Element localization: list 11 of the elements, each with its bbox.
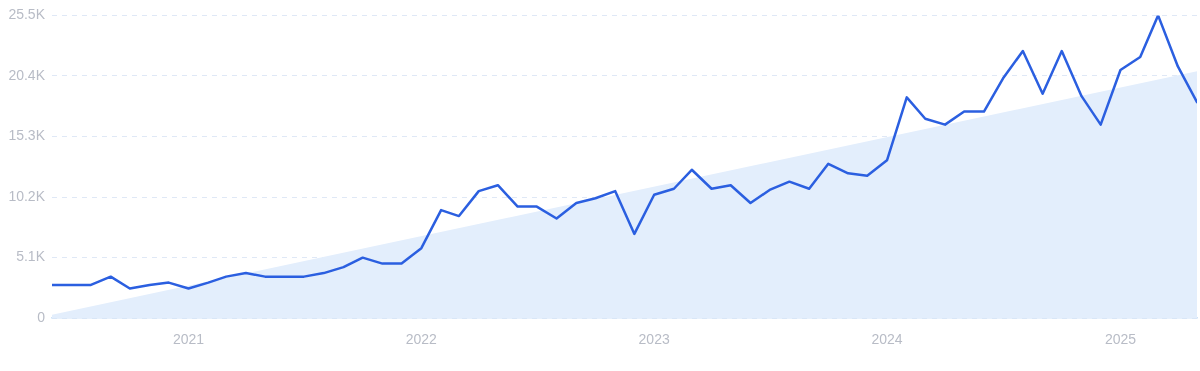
y-tick-label: 5.1K: [16, 248, 46, 265]
y-tick-label: 20.4K: [8, 66, 46, 83]
y-tick-label: 0: [37, 309, 46, 326]
x-tick-label: 2021: [172, 331, 205, 348]
y-tick-label: 25.5K: [8, 6, 46, 23]
x-tick-label: 2025: [1104, 331, 1137, 348]
y-tick-label: 10.2K: [8, 187, 46, 204]
y-tick-label: 15.3K: [8, 127, 46, 144]
x-tick-label: 2024: [871, 331, 903, 348]
x-tick-label: 2022: [405, 331, 438, 348]
x-tick-label: 2023: [638, 331, 670, 348]
